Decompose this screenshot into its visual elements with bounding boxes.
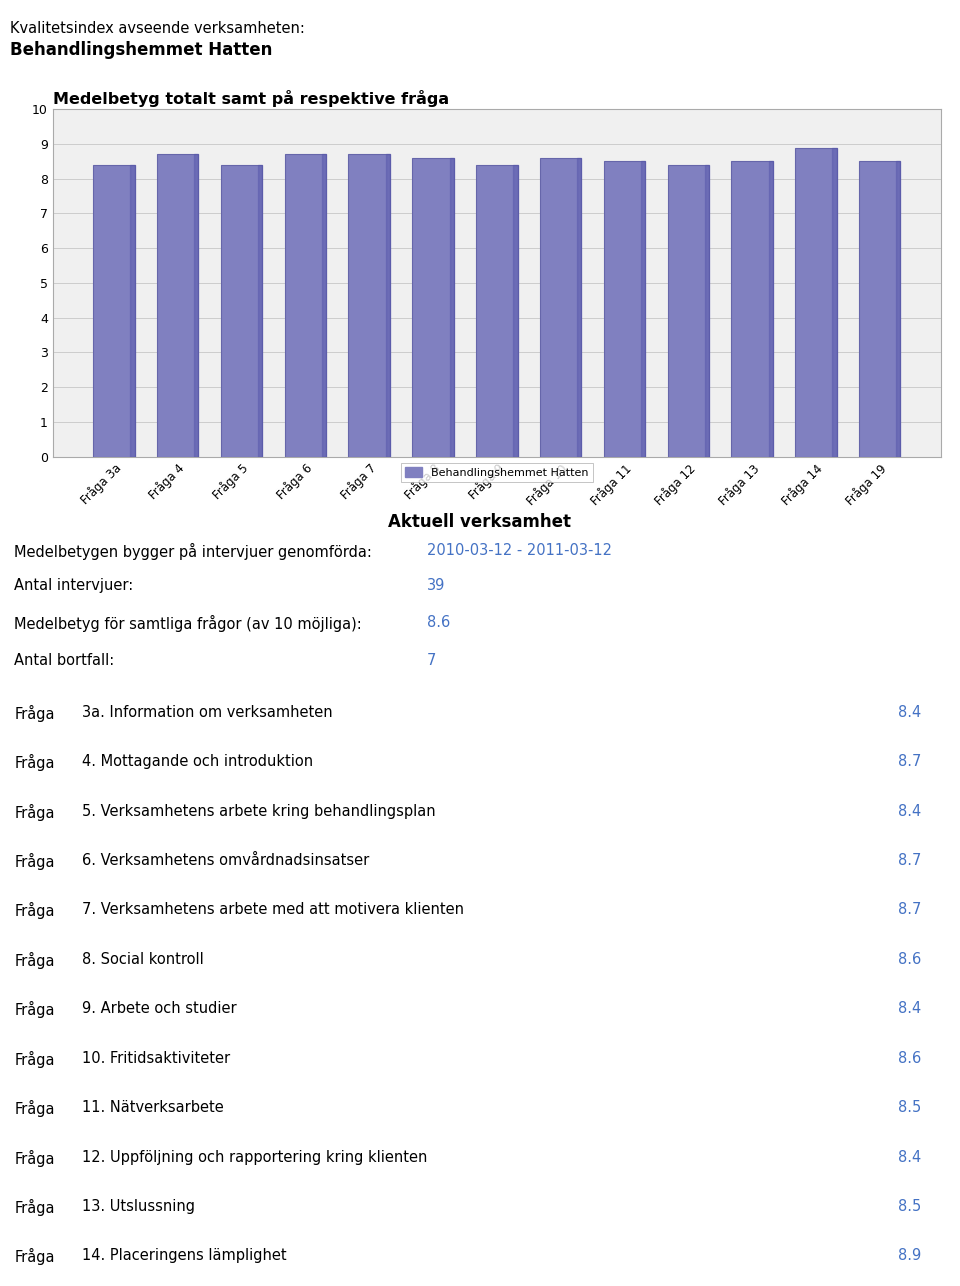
Text: Antal bortfall:: Antal bortfall: xyxy=(14,653,114,669)
Text: Kvalitetsindex avseende verksamheten:: Kvalitetsindex avseende verksamheten: xyxy=(10,21,304,36)
Text: 13. Utslussning: 13. Utslussning xyxy=(82,1199,195,1214)
Bar xyxy=(258,165,262,457)
Text: 8.4: 8.4 xyxy=(899,705,922,720)
Bar xyxy=(540,158,582,457)
Text: Aktuell verksamhet: Aktuell verksamhet xyxy=(389,513,571,531)
Text: Medelbetyg totalt samt på respektive fråga: Medelbetyg totalt samt på respektive frå… xyxy=(53,90,449,107)
Bar xyxy=(832,148,836,457)
Bar xyxy=(732,162,773,457)
Text: 39: 39 xyxy=(427,579,445,593)
Bar xyxy=(476,165,517,457)
Text: Fråga: Fråga xyxy=(14,952,55,968)
Text: 7. Verksamhetens arbete med att motivera klienten: 7. Verksamhetens arbete med att motivera… xyxy=(82,903,464,917)
Bar xyxy=(348,154,390,457)
Text: Fråga: Fråga xyxy=(14,1002,55,1019)
Bar xyxy=(386,154,390,457)
Text: 9. Arbete och studier: 9. Arbete och studier xyxy=(82,1002,236,1016)
Text: 8.6: 8.6 xyxy=(899,952,922,967)
Bar xyxy=(897,162,900,457)
Text: 8.7: 8.7 xyxy=(899,754,922,769)
Text: Fråga: Fråga xyxy=(14,1051,55,1067)
Bar xyxy=(577,158,582,457)
Bar xyxy=(284,154,326,457)
Text: 7: 7 xyxy=(427,653,437,669)
Text: 8.9: 8.9 xyxy=(899,1249,922,1263)
Text: 11. Nätverksarbete: 11. Nätverksarbete xyxy=(82,1100,224,1115)
Bar xyxy=(795,148,836,457)
Text: 8.4: 8.4 xyxy=(899,804,922,819)
Bar xyxy=(412,158,454,457)
Bar xyxy=(667,165,709,457)
Text: Antal intervjuer:: Antal intervjuer: xyxy=(14,579,133,593)
Text: Fråga: Fråga xyxy=(14,903,55,919)
Text: 8.4: 8.4 xyxy=(899,1150,922,1165)
Text: 8.6: 8.6 xyxy=(899,1051,922,1066)
Text: 8.5: 8.5 xyxy=(899,1100,922,1115)
Bar xyxy=(449,158,454,457)
Text: 8.7: 8.7 xyxy=(899,903,922,917)
Text: Fråga: Fråga xyxy=(14,705,55,721)
Text: 8.6: 8.6 xyxy=(427,615,450,630)
Bar xyxy=(859,162,900,457)
Text: 5. Verksamhetens arbete kring behandlingsplan: 5. Verksamhetens arbete kring behandling… xyxy=(82,804,435,819)
Bar xyxy=(769,162,773,457)
Bar xyxy=(705,165,709,457)
Text: 12. Uppföljning och rapportering kring klienten: 12. Uppföljning och rapportering kring k… xyxy=(82,1150,427,1165)
Text: 8.7: 8.7 xyxy=(899,853,922,868)
Text: 14. Placeringens lämplighet: 14. Placeringens lämplighet xyxy=(82,1249,286,1263)
Text: Fråga: Fråga xyxy=(14,1199,55,1217)
Text: Fråga: Fråga xyxy=(14,853,55,871)
Text: 3a. Information om verksamheten: 3a. Information om verksamheten xyxy=(82,705,332,720)
Text: Medelbetygen bygger på intervjuer genomförda:: Medelbetygen bygger på intervjuer genomf… xyxy=(14,543,372,559)
Text: 10. Fritidsaktiviteter: 10. Fritidsaktiviteter xyxy=(82,1051,229,1066)
Text: Fråga: Fråga xyxy=(14,804,55,820)
Text: 6. Verksamhetens omvårdnadsinsatser: 6. Verksamhetens omvårdnadsinsatser xyxy=(82,853,369,868)
Text: Fråga: Fråga xyxy=(14,1150,55,1166)
Text: Behandlingshemmet Hatten: Behandlingshemmet Hatten xyxy=(10,41,272,59)
Text: Fråga: Fråga xyxy=(14,754,55,772)
Bar xyxy=(322,154,326,457)
Bar xyxy=(604,162,645,457)
Text: Fråga: Fråga xyxy=(14,1100,55,1118)
Bar xyxy=(221,165,262,457)
Legend: Behandlingshemmet Hatten: Behandlingshemmet Hatten xyxy=(401,463,592,482)
Text: Fråga: Fråga xyxy=(14,1249,55,1265)
Bar xyxy=(194,154,199,457)
Bar xyxy=(641,162,645,457)
Bar xyxy=(157,154,199,457)
Bar xyxy=(514,165,517,457)
Text: 8. Social kontroll: 8. Social kontroll xyxy=(82,952,204,967)
Text: 8.4: 8.4 xyxy=(899,1002,922,1016)
Text: 8.5: 8.5 xyxy=(899,1199,922,1214)
Text: 4. Mottagande och introduktion: 4. Mottagande och introduktion xyxy=(82,754,313,769)
Text: 2010-03-12 - 2011-03-12: 2010-03-12 - 2011-03-12 xyxy=(427,543,612,558)
Text: Medelbetyg för samtliga frågor (av 10 möjliga):: Medelbetyg för samtliga frågor (av 10 mö… xyxy=(14,615,362,633)
Bar xyxy=(93,165,134,457)
Bar xyxy=(131,165,134,457)
